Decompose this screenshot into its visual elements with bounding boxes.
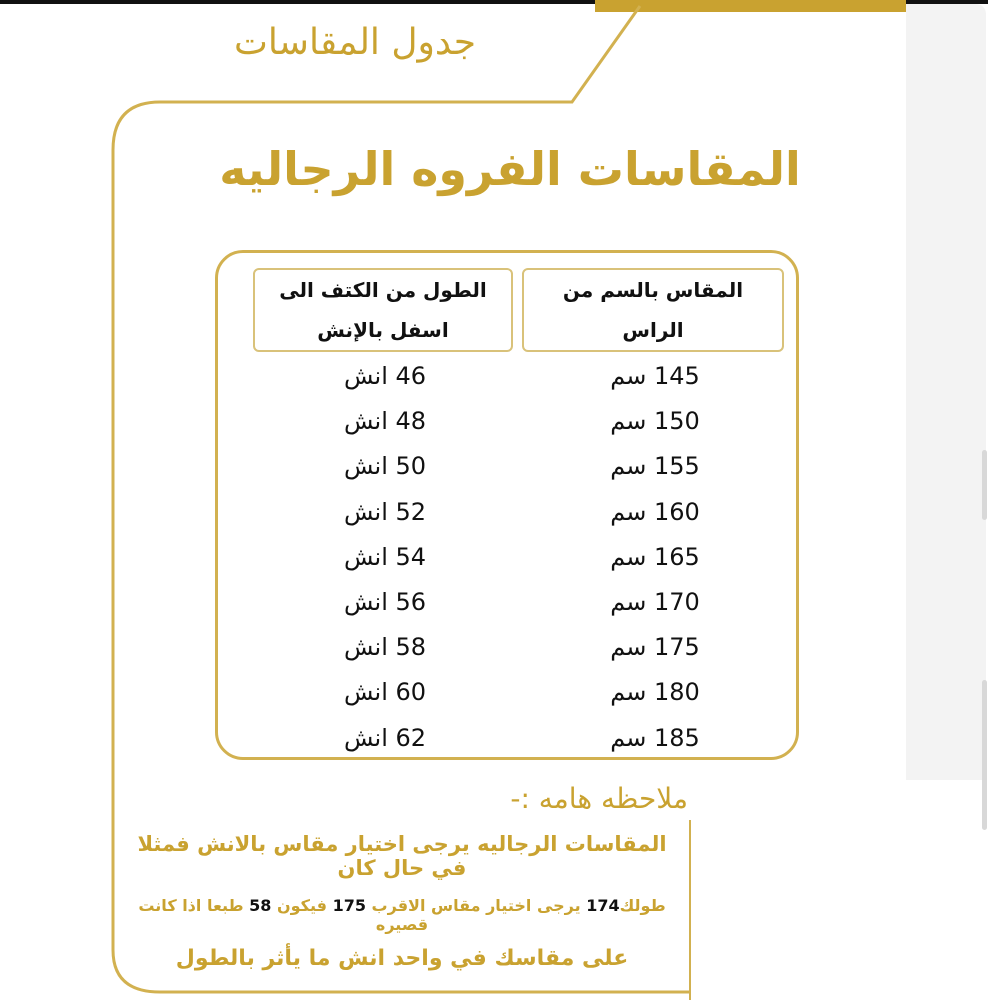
cell-size: 145 سم xyxy=(610,362,700,390)
note-line-3: على مقاسك في واحد انش ما يأثر بالطول xyxy=(175,946,629,971)
cell-size: 155 سم xyxy=(610,452,700,480)
note-text: طولك xyxy=(619,896,666,915)
cell-size: 170 سم xyxy=(610,588,700,616)
cell-length: 46 انش xyxy=(343,362,427,390)
note-title: ملاحظه هامه :- xyxy=(510,782,688,815)
page-subtitle: المقاسات الفروه الرجاليه xyxy=(219,142,801,196)
note-line-1: المقاسات الرجاليه يرجى اختيار مقاس بالان… xyxy=(137,832,667,880)
top-edge xyxy=(0,0,988,4)
cell-size: 150 سم xyxy=(610,407,700,435)
cell-size: 180 سم xyxy=(610,678,700,706)
cell-length: 62 انش xyxy=(343,724,427,752)
cell-length: 48 انش xyxy=(343,407,427,435)
note-number: 175 xyxy=(332,896,366,915)
size-table xyxy=(215,250,799,760)
note-number: 174 xyxy=(586,896,620,915)
cell-size: 185 سم xyxy=(610,724,700,752)
side-panel xyxy=(906,4,986,780)
cell-length: 54 انش xyxy=(343,543,427,571)
scrollbar[interactable] xyxy=(982,450,987,520)
cell-length: 58 انش xyxy=(343,633,427,661)
header-length-inch: الطول من الكتف الى اسفل بالإنش xyxy=(253,268,513,352)
cell-size: 175 سم xyxy=(610,633,700,661)
cell-length: 52 انش xyxy=(343,498,427,526)
header-size-cm: المقاس بالسم من الراس xyxy=(522,268,784,352)
scrollbar[interactable] xyxy=(982,680,987,830)
note-text: يرجى اختيار مقاس الاقرب xyxy=(365,896,587,915)
note-number: 58 xyxy=(249,896,272,915)
note-line-2: طولك174 يرجى اختيار مقاس الاقرب 175 فيكو… xyxy=(118,896,686,934)
page-title: جدول المقاسات xyxy=(233,22,477,63)
gold-header-bar xyxy=(595,0,906,12)
note-text: فيكون xyxy=(271,896,333,915)
cell-size: 165 سم xyxy=(610,543,700,571)
cell-length: 60 انش xyxy=(343,678,427,706)
decorative-frame xyxy=(111,5,691,1000)
cell-length: 56 انش xyxy=(343,588,427,616)
cell-size: 160 سم xyxy=(610,498,700,526)
note-text: طبعا اذا كانت قصيره xyxy=(138,896,429,934)
cell-length: 50 انش xyxy=(343,452,427,480)
